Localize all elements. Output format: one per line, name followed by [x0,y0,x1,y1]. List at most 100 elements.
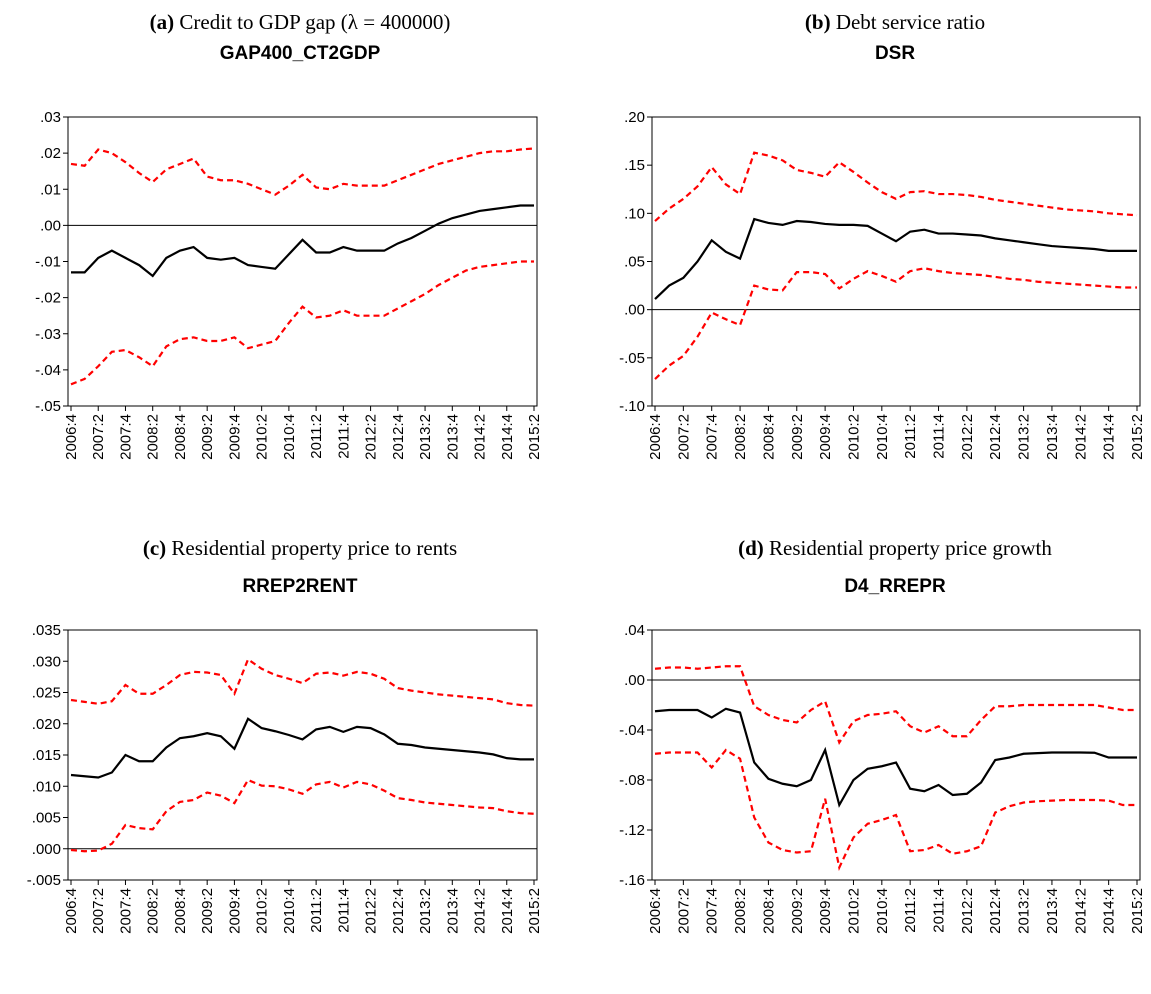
x-tick-label: 2008:2 [145,414,162,460]
y-tick-label: .20 [624,109,645,126]
x-tick-label: 2007:2 [675,414,692,460]
y-tick-label: -.04 [35,362,61,379]
y-tick-label: .00 [624,672,645,689]
x-tick-label: 2012:4 [390,414,407,460]
x-tick-label: 2015:2 [526,888,543,934]
x-tick-label: 2008:2 [732,888,749,934]
y-tick-label: .01 [40,181,61,198]
plot-frame [67,116,538,407]
x-tick-label: 2007:4 [704,414,721,460]
panel-label: (b) [805,10,831,34]
y-tick-label: .000 [32,841,61,858]
x-tick-label: 2012:2 [959,414,976,460]
y-tick-label: .03 [40,109,61,126]
x-tick-label: 2013:2 [417,888,434,934]
series-line [654,707,1137,808]
x-tick-label: 2010:4 [281,888,298,934]
x-tick-label: 2012:2 [363,414,380,460]
panel-caption: (a) Credit to GDP gap (λ = 400000) [150,10,451,34]
y-tick-label: .030 [32,653,61,670]
x-tick-label: 2013:2 [1016,888,1033,934]
x-tick-label: 2008:4 [172,414,189,460]
series-line [654,151,1138,222]
x-tick-label: 2011:4 [931,414,948,459]
x-tick-label: 2009:4 [226,888,243,934]
x-tick-label: 2010:4 [281,414,298,460]
x-tick-label: 2006:4 [647,888,664,934]
x-tick-label: 2007:4 [117,888,134,934]
panel-label: (d) [738,536,764,560]
x-tick-label: 2007:2 [90,888,107,934]
x-tick-label: 2010:2 [845,414,862,460]
panel-caption: (c) Residential property price to rents [143,536,457,560]
chart-title: GAP400_CT2GDP [220,43,381,64]
panel: (a) Credit to GDP gap (λ = 400000) GAP400… [35,10,543,460]
x-tick-label: 2008:4 [760,888,777,934]
x-tick-label: 2012:2 [959,888,976,934]
series-line [654,748,1137,871]
y-tick-label: .035 [32,622,61,639]
chart-title: D4_RREPR [844,576,946,597]
y-tick-label: -.05 [619,350,645,367]
x-tick-label: 2011:2 [308,414,325,459]
y-tick-label: -.04 [619,722,645,739]
x-tick-label: 2010:2 [254,888,271,934]
y-tick-label: -.10 [619,398,645,415]
x-tick-label: 2013:4 [1044,888,1061,934]
x-tick-label: 2012:4 [987,888,1004,934]
series-line [70,657,535,707]
y-tick-label: -.02 [35,290,61,307]
x-tick-label: 2010:2 [845,888,862,934]
x-tick-label: 2008:2 [145,888,162,934]
x-tick-label: 2014:4 [499,888,516,934]
series-line [71,204,534,278]
x-tick-label: 2007:2 [675,888,692,934]
x-tick-label: 2014:2 [472,414,489,460]
plot-frame [67,629,538,881]
x-tick-label: 2015:2 [1129,888,1146,934]
x-tick-label: 2012:4 [987,414,1004,460]
x-tick-label: 2014:2 [1072,414,1089,460]
x-tick-label: 2013:4 [444,414,461,460]
chart-title: DSR [875,43,915,64]
x-tick-label: 2013:2 [1016,414,1033,460]
y-tick-label: .020 [32,716,61,733]
x-tick-label: 2009:2 [789,414,806,460]
x-tick-label: 2009:2 [199,414,216,460]
x-tick-label: 2011:2 [902,888,919,933]
series-line [70,147,535,196]
panel: (b) Debt service ratio DSR -.10 -.05 .00 .05.… [619,10,1146,460]
x-tick-label: 2007:4 [117,414,134,460]
x-tick-label: 2014:4 [1101,414,1118,460]
x-tick-label: 2008:4 [172,888,189,934]
x-tick-label: 2006:4 [647,414,664,460]
x-tick-label: 2012:2 [363,888,380,934]
series-line [654,665,1137,745]
y-tick-label: -.005 [27,872,61,889]
x-tick-label: 2011:4 [335,888,352,933]
series-line [654,217,1137,300]
caption-text: Debt service ratio [836,10,985,34]
panel-caption: (d) Residential property price growth [738,536,1052,560]
plot-frame [651,116,1141,407]
chart-title: RREP2RENT [242,576,357,597]
x-tick-label: 2009:4 [817,888,834,934]
y-tick-label: .04 [624,622,645,639]
y-tick-label: .05 [624,254,645,271]
y-tick-label: .00 [624,302,645,319]
x-tick-label: 2009:2 [199,888,216,934]
panel-caption: (b) Debt service ratio [805,10,985,34]
x-tick-label: 2013:2 [417,414,434,460]
x-tick-label: 2015:2 [1129,414,1146,460]
y-tick-label: .025 [32,685,61,702]
x-tick-label: 2014:4 [1101,888,1118,934]
x-tick-label: 2009:2 [789,888,806,934]
y-tick-label: -.12 [619,822,645,839]
x-tick-label: 2010:2 [254,414,271,460]
x-tick-label: 2012:4 [390,888,407,934]
x-tick-label: 2009:4 [226,414,243,460]
x-tick-label: 2013:4 [444,888,461,934]
x-tick-label: 2008:2 [732,414,749,460]
